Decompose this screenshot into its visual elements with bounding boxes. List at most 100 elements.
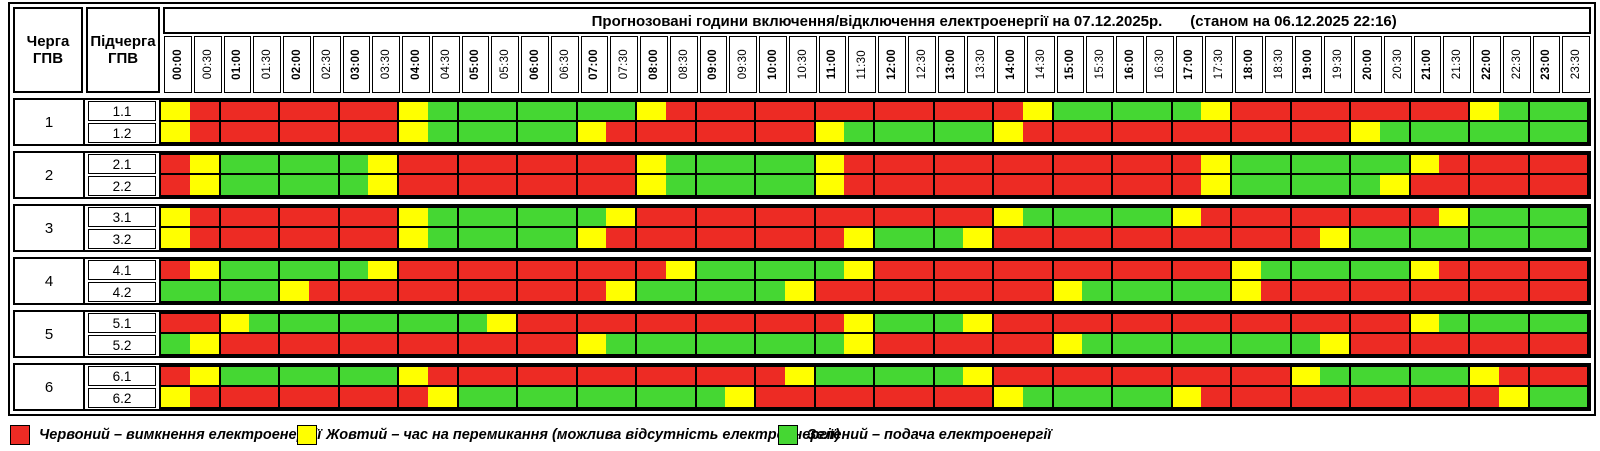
slot-cell — [696, 314, 726, 332]
slot-cell — [458, 102, 488, 120]
slot-cell — [577, 208, 607, 226]
time-label: 02:30 — [312, 36, 341, 93]
schedule-row: 6.2 — [85, 385, 1589, 409]
subqueue-label: 1.1 — [88, 101, 156, 121]
slot-cell — [1172, 281, 1202, 301]
hour-cell — [516, 259, 578, 281]
slot-cell — [220, 261, 250, 279]
time-label: 11:00 — [818, 36, 847, 93]
slot-cell — [696, 261, 726, 279]
slot-cell — [280, 387, 309, 407]
slot-cell — [577, 334, 607, 354]
slot-cell — [1113, 314, 1142, 332]
slot-cell — [1379, 261, 1409, 279]
slot-cell — [875, 281, 904, 301]
hour-cell — [456, 153, 518, 175]
slot-cell — [725, 175, 754, 195]
slot-cell — [1351, 281, 1380, 301]
slot-cell — [220, 208, 250, 226]
slot-cell — [1201, 387, 1230, 407]
slot-cell — [756, 228, 785, 248]
slot-cell — [1082, 314, 1111, 332]
slot-cell — [577, 281, 607, 301]
slot-cell — [518, 281, 547, 301]
hour-cell — [1051, 153, 1113, 175]
slot-cell — [189, 228, 219, 248]
slot-cell — [518, 122, 547, 142]
slot-cell — [756, 208, 785, 226]
slot-cell — [427, 122, 457, 142]
slot-cell — [875, 228, 904, 248]
slot-cell — [1351, 314, 1380, 332]
subqueue-label: 5.1 — [88, 313, 156, 333]
hour-cell — [218, 312, 280, 334]
time-label: 07:00 — [580, 36, 609, 93]
slot-cell — [189, 387, 219, 407]
slot-cell — [280, 281, 309, 301]
time-label-text: 03:30 — [380, 49, 393, 80]
slot-cell — [458, 175, 488, 195]
slot-cell — [1529, 334, 1559, 354]
slot-cell — [220, 175, 250, 195]
slot-cell — [696, 228, 726, 248]
hour-cell — [456, 206, 518, 228]
table-header: Черга ГПВ Підчерга ГПВ Прогнозовані годи… — [13, 7, 1591, 93]
time-label: 06:00 — [521, 36, 549, 93]
hour-cell — [754, 312, 816, 334]
slot-cell — [1379, 208, 1409, 226]
slot-cell — [1410, 281, 1440, 301]
time-label: 20:00 — [1354, 36, 1382, 93]
hour-cell — [1468, 332, 1530, 356]
slot-cell — [280, 261, 309, 279]
time-label-text: 21:00 — [1421, 49, 1434, 80]
slot-cell — [606, 175, 635, 195]
slot-cell — [161, 102, 190, 120]
slot-cell — [844, 314, 873, 332]
slot-cell — [339, 314, 369, 332]
hour-cell — [575, 206, 637, 228]
hour-cell — [516, 279, 578, 303]
slot-cell — [161, 261, 190, 279]
slot-cell — [339, 155, 369, 173]
time-label: 18:00 — [1235, 36, 1263, 93]
slot-cell — [577, 314, 607, 332]
slot-cell — [1201, 314, 1230, 332]
queue-block: 4 4.1 4.2 — [13, 257, 1591, 305]
hour-cell — [1468, 279, 1530, 303]
slot-cell — [518, 387, 547, 407]
slot-cell — [161, 208, 190, 226]
hour-cell — [159, 100, 221, 122]
slot-cell — [1053, 367, 1083, 385]
hour-cell — [1051, 206, 1113, 228]
slot-cell — [903, 281, 933, 301]
slot-cell — [1291, 208, 1321, 226]
slot-cell — [518, 261, 547, 279]
slot-cell — [875, 367, 904, 385]
slot-cell — [220, 122, 250, 142]
hour-cell — [1289, 259, 1351, 281]
time-label: 05:30 — [491, 36, 519, 93]
slot-cell — [161, 387, 190, 407]
slot-cell — [637, 155, 666, 173]
hour-cell — [873, 173, 935, 197]
subqueue-label: 2.1 — [88, 154, 156, 174]
slot-cell — [606, 155, 635, 173]
slot-cell — [546, 102, 576, 120]
slot-cell — [220, 367, 250, 385]
hour-cell — [1051, 279, 1113, 303]
slot-cell — [249, 314, 278, 332]
slot-cell — [1201, 367, 1230, 385]
slot-cell — [1320, 102, 1349, 120]
slot-cell — [1201, 155, 1230, 173]
slot-cell — [963, 228, 992, 248]
time-label: 13:00 — [937, 36, 966, 93]
slot-cell — [427, 102, 457, 120]
slot-cell — [665, 228, 695, 248]
slot-cell — [1410, 228, 1440, 248]
slot-cell — [368, 122, 397, 142]
slot-cell — [1439, 122, 1468, 142]
hour-cell — [1349, 312, 1411, 334]
slot-cell — [1053, 102, 1083, 120]
slot-cell — [280, 334, 309, 354]
slot-cell — [458, 334, 488, 354]
